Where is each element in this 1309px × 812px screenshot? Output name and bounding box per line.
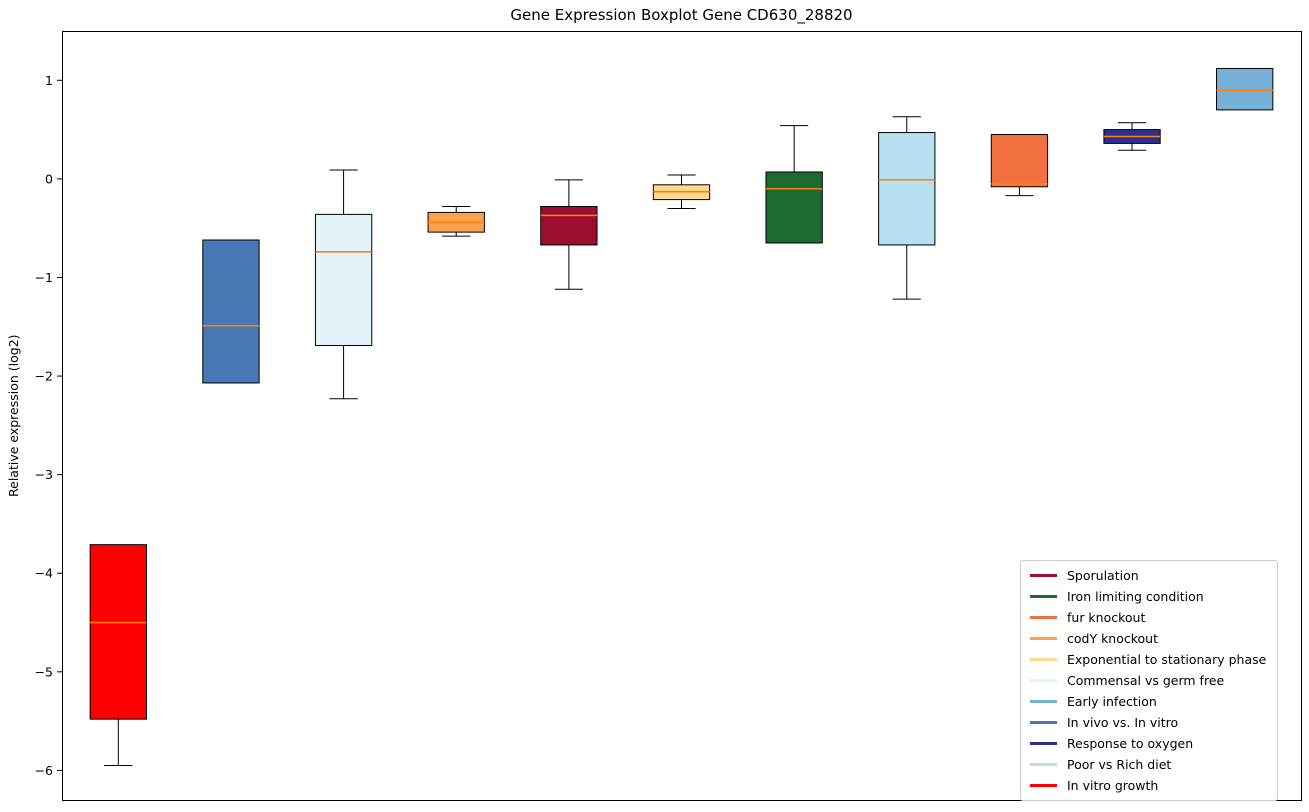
- legend-label: fur knockout: [1067, 610, 1146, 625]
- legend-swatch: [1030, 679, 1057, 682]
- legend-item: codY knockout: [1030, 628, 1268, 649]
- legend-item: In vivo vs. In vitro: [1030, 712, 1268, 733]
- legend-item: In vitro growth: [1030, 775, 1268, 796]
- legend-label: In vivo vs. In vitro: [1067, 715, 1179, 730]
- box-rect: [202, 239, 260, 384]
- boxplot-group-4: [540, 179, 598, 290]
- legend-swatch: [1030, 595, 1057, 598]
- legend-swatch: [1030, 616, 1057, 619]
- legend-swatch: [1030, 763, 1057, 766]
- y-tick-label: −1: [35, 270, 53, 285]
- boxplot-group-9: [1103, 122, 1161, 151]
- chart-title: Gene Expression Boxplot Gene CD630_28820: [510, 6, 853, 24]
- legend-item: Commensal vs germ free: [1030, 670, 1268, 691]
- legend-label: Iron limiting condition: [1067, 589, 1204, 604]
- legend-item: Exponential to stationary phase: [1030, 649, 1268, 670]
- boxplot-group-5: [652, 174, 711, 209]
- legend: Sporulation Iron limiting condition fur kn…: [1020, 560, 1278, 801]
- box-rect: [314, 213, 373, 347]
- y-tick-label: −2: [35, 369, 53, 384]
- boxplot-group-10: [1216, 67, 1274, 111]
- boxplot-group-6: [765, 125, 823, 244]
- boxplot-group-7: [878, 116, 936, 300]
- boxplot-group-2: [314, 169, 373, 400]
- legend-label: Exponential to stationary phase: [1067, 652, 1267, 667]
- box-rect: [540, 205, 598, 246]
- legend-label: Response to oxygen: [1067, 736, 1194, 751]
- legend-item: Early infection: [1030, 691, 1268, 712]
- legend-swatch: [1030, 784, 1057, 787]
- legend-label: Commensal vs germ free: [1067, 673, 1225, 688]
- y-tick-label: 0: [45, 171, 53, 186]
- legend-swatch: [1030, 574, 1057, 577]
- legend-item: Sporulation: [1030, 565, 1268, 586]
- legend-swatch: [1030, 658, 1057, 661]
- y-tick-label: 1: [45, 73, 53, 88]
- legend-swatch: [1030, 700, 1057, 703]
- box-rect: [990, 134, 1049, 188]
- box-rect: [89, 544, 147, 720]
- legend-label: codY knockout: [1067, 631, 1159, 646]
- legend-label: Early infection: [1067, 694, 1157, 709]
- box-rect: [878, 132, 936, 246]
- boxplot-group-3: [427, 205, 485, 237]
- legend-label: Poor vs Rich diet: [1067, 757, 1172, 772]
- boxplot-group-0: [89, 544, 147, 766]
- box-rect: [765, 171, 823, 244]
- boxplot-group-1: [202, 239, 260, 384]
- legend-item: fur knockout: [1030, 607, 1268, 628]
- y-tick-label: −4: [35, 566, 53, 581]
- legend-item: Iron limiting condition: [1030, 586, 1268, 607]
- legend-label: Sporulation: [1067, 568, 1139, 583]
- legend-swatch: [1030, 637, 1057, 640]
- y-tick-label: −5: [35, 664, 53, 679]
- legend-item: Response to oxygen: [1030, 733, 1268, 754]
- box-rect: [1216, 67, 1274, 111]
- y-tick-label: −6: [35, 763, 53, 778]
- legend-swatch: [1030, 721, 1057, 724]
- legend-label: In vitro growth: [1067, 778, 1159, 793]
- legend-item: Poor vs Rich diet: [1030, 754, 1268, 775]
- legend-swatch: [1030, 742, 1057, 745]
- y-tick-label: −3: [35, 467, 53, 482]
- boxplot-group-8: [990, 134, 1049, 197]
